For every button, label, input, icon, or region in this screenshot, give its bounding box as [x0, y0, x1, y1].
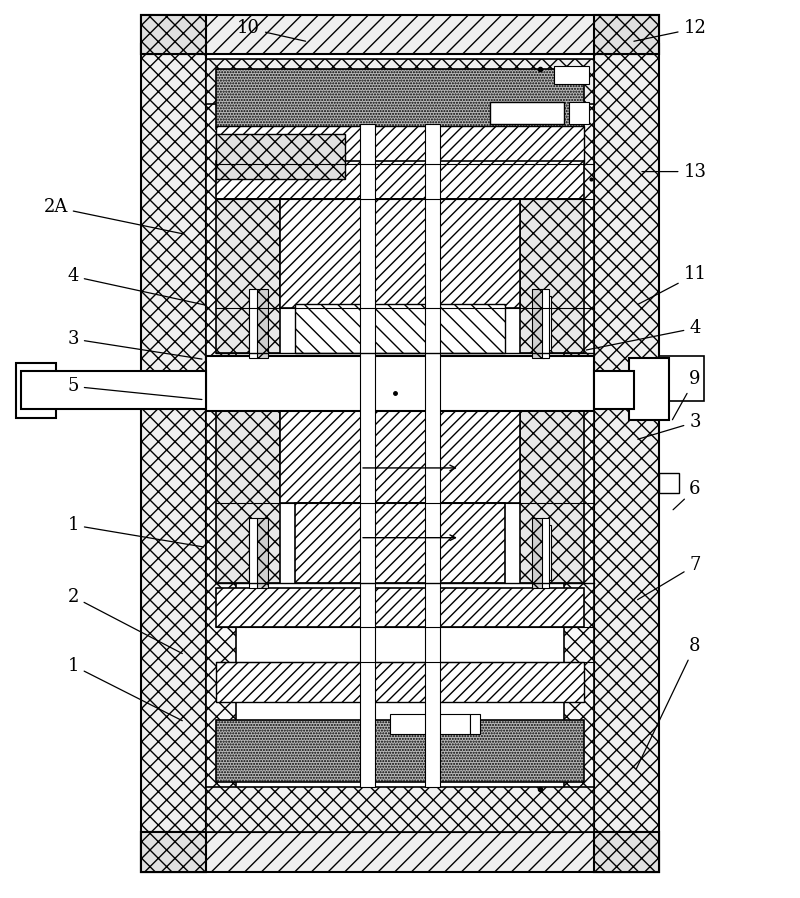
Text: 4: 4 [67, 268, 206, 305]
Bar [249, 288, 257, 358]
Bar [216, 409, 281, 583]
Bar [295, 304, 505, 353]
Text: 10: 10 [237, 20, 306, 41]
Bar [216, 161, 584, 198]
Bar [534, 295, 551, 350]
Bar [216, 134, 345, 179]
Bar [531, 518, 543, 587]
Bar [630, 358, 669, 420]
Bar [206, 787, 594, 832]
Bar [216, 720, 584, 782]
Bar [531, 288, 543, 358]
Bar [534, 524, 551, 579]
Text: 6: 6 [673, 480, 701, 510]
Bar [141, 14, 659, 55]
Bar [216, 198, 281, 353]
Text: 1: 1 [67, 656, 182, 721]
Text: 12: 12 [634, 20, 706, 41]
Bar [594, 44, 659, 872]
Bar [206, 75, 235, 832]
Bar [659, 357, 704, 401]
Bar [490, 102, 565, 124]
Bar [141, 14, 206, 55]
Bar [594, 14, 659, 55]
Bar [257, 518, 269, 587]
Text: 3: 3 [67, 330, 202, 359]
Bar [594, 832, 659, 872]
Bar [257, 288, 269, 358]
Text: 1: 1 [67, 516, 203, 547]
Bar [659, 473, 679, 493]
Bar [216, 587, 584, 628]
Text: 2A: 2A [43, 198, 182, 233]
Bar [542, 518, 550, 587]
Bar [206, 59, 594, 104]
Bar [249, 524, 266, 579]
Text: 5: 5 [67, 377, 202, 400]
Bar [470, 714, 480, 734]
Bar [425, 124, 440, 787]
Text: 9: 9 [673, 370, 701, 419]
Bar [594, 371, 634, 409]
Bar [519, 198, 584, 353]
Text: 3: 3 [638, 413, 701, 439]
Bar [216, 69, 584, 129]
Bar [141, 44, 206, 872]
Bar [249, 518, 257, 587]
Bar [141, 832, 206, 872]
Bar [519, 409, 584, 583]
Text: 2: 2 [67, 587, 182, 654]
Bar [16, 364, 56, 418]
Bar [570, 102, 590, 124]
Text: 13: 13 [642, 163, 706, 180]
Bar [542, 288, 550, 358]
Bar [360, 124, 375, 787]
Bar [141, 832, 659, 872]
Bar [206, 357, 594, 411]
Bar [216, 126, 584, 164]
Bar [281, 409, 519, 503]
Text: 7: 7 [638, 557, 701, 600]
Bar [249, 295, 266, 350]
Text: 4: 4 [586, 319, 701, 350]
Bar [295, 503, 505, 583]
Bar [281, 198, 519, 309]
Bar [216, 662, 584, 702]
Bar [554, 66, 590, 84]
Text: 11: 11 [638, 266, 706, 304]
Bar [22, 371, 206, 409]
Bar [390, 714, 470, 734]
Text: 8: 8 [636, 637, 701, 769]
Bar [565, 75, 594, 832]
